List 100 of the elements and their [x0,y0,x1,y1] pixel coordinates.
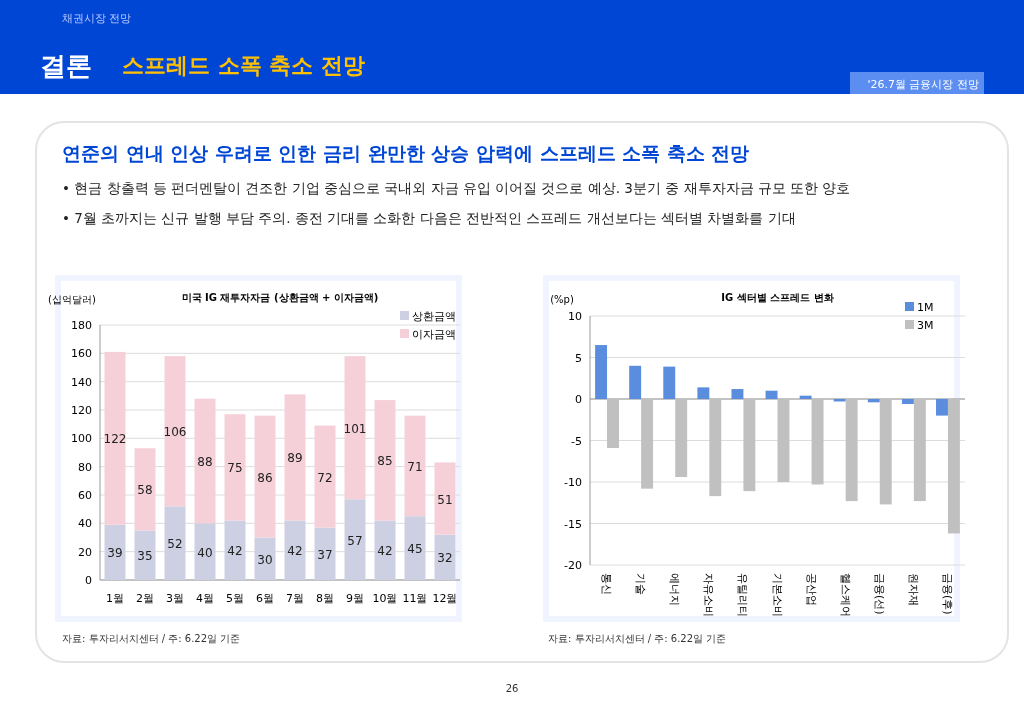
bar [224,520,246,580]
x-tick-label: 7월 [286,592,304,605]
bar [224,414,246,521]
bar [164,506,186,580]
y-tick-label: -20 [564,559,582,572]
y-tick-label: -10 [564,476,582,489]
bar [164,356,186,507]
text: • 7월 초까지는 신규 발행 부담 주의. 종전 기대를 소화한 다음은 전반적인 스프레드 개선보다는 섹터별 차별화를 기대 [62,210,796,226]
y-tick-label: -5 [571,434,582,448]
bar [314,527,336,580]
text: 결론 [40,51,92,81]
bar [811,399,824,485]
y-tick-label: 10 [568,310,582,323]
bar [663,366,676,399]
x-tick-label: 통신 [600,573,614,595]
y-tick-label: 0 [85,574,92,587]
bar [194,523,216,580]
y-axis-title: (%p) [550,294,574,305]
bar [104,524,126,580]
bar [913,399,926,502]
bar [607,399,619,448]
data-label: 52 [167,537,183,552]
text: 자료: 투자리서치센터 / 주: 6.22일 기준 [548,633,727,644]
bar [134,530,156,580]
x-tick-label: 5월 [226,592,244,605]
x-tick-label: 6월 [256,592,274,605]
text: 자료: 투자리서치센터 / 주: 6.22일 기준 [62,633,241,644]
y-tick-label: 120 [71,404,92,417]
x-tick-label: 원자재 [906,573,920,606]
bar [434,462,456,535]
x-tick-label: 유틸리티 [736,573,750,617]
data-label: 86 [257,470,273,485]
text: 스프레드 소폭 축소 전망 [122,53,365,78]
data-label: 72 [317,470,333,485]
bar [284,520,306,580]
text: 연준의 연내 인상 우려로 인한 금리 완만한 상승 압력에 스프레드 소폭 축소 전망 [62,142,750,164]
data-label: 42 [377,544,393,559]
x-tick-label: 10월 [372,592,398,605]
data-label: 35 [137,549,153,564]
bar [314,425,336,528]
data-label: 39 [107,546,123,561]
data-label: 32 [437,551,453,566]
x-tick-label: 3월 [166,592,184,605]
bar [374,520,396,580]
data-label: 45 [407,542,423,557]
legend-label: 이자금액 [412,328,456,341]
x-tick-label: 9월 [346,592,364,605]
bar [845,399,858,502]
y-tick-label: 180 [71,319,92,332]
x-tick-label: 기본소비 [770,573,784,617]
data-label: 58 [137,483,153,498]
data-label: 88 [197,455,213,469]
chart-title: IG 섹터별 스프레드 변화 [721,292,834,303]
data-label: 85 [377,454,393,469]
bar [641,399,654,489]
x-tick-label: 공산업 [804,573,818,606]
bar [284,394,306,521]
data-label: 51 [437,492,453,507]
data-label: 71 [407,459,423,474]
y-axis-title: (십억달러) [48,294,96,305]
y-tick-label: 140 [71,375,92,389]
bar [901,399,914,404]
data-label: 30 [257,552,273,567]
bar [434,534,456,580]
bar [947,399,960,534]
data-label: 40 [197,545,213,560]
data-label: 42 [227,544,243,559]
bar [344,356,366,500]
data-label: 57 [347,533,363,548]
bar [374,400,396,521]
y-tick-label: 5 [575,351,582,365]
bar [799,395,812,399]
x-tick-label: 금융(후) [940,573,954,615]
legend-label: 1M [917,301,934,314]
data-label: 101 [343,421,367,436]
data-label: 89 [287,451,303,466]
x-tick-label: 기술 [634,573,648,595]
bar [697,387,710,399]
x-tick-label: 4월 [196,592,214,605]
bar [936,399,948,416]
data-label: 42 [287,544,303,559]
x-tick-label: 8월 [316,592,334,605]
text: 26 [505,683,519,694]
bar [404,415,426,517]
bar [254,415,276,538]
x-tick-label: 1월 [106,592,124,605]
bar [595,345,608,399]
bar [777,399,790,482]
data-label: 37 [317,547,333,562]
y-tick-label: 0 [575,393,582,406]
y-tick-label: 160 [71,347,92,361]
x-tick-label: 자유소비 [702,573,716,617]
y-tick-label: 100 [71,432,92,446]
y-tick-label: 80 [78,460,92,474]
y-tick-label: 20 [78,545,92,559]
y-tick-label: -15 [564,517,582,531]
bar [629,365,642,399]
data-label: 122 [103,432,127,447]
bar [709,399,722,497]
bar [675,399,688,478]
